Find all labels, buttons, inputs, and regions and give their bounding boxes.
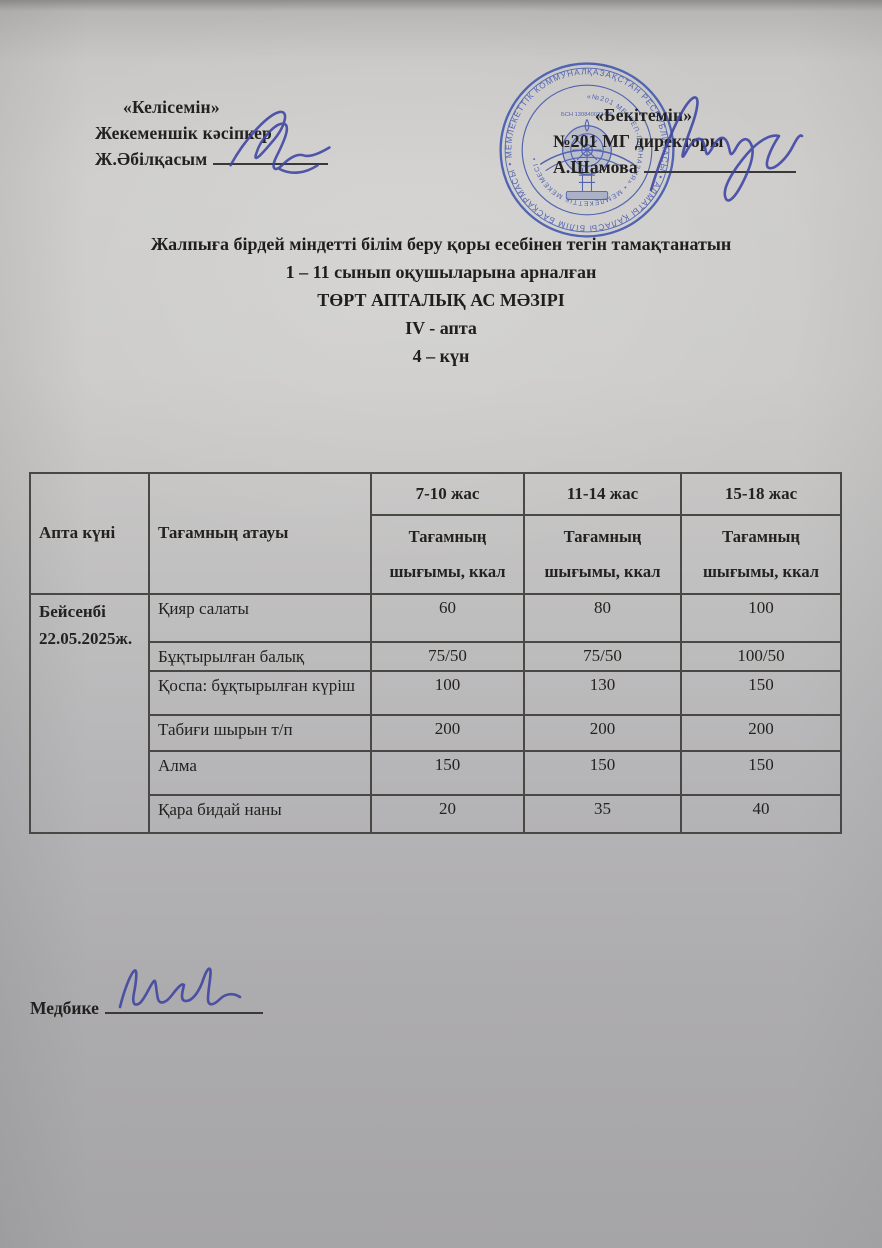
table-row: Табиғи шырын т/п 200 200 200 [30,713,842,752]
header-row-age: Апта күні Тағамның атауы 7-10 жас 11-14 … [29,472,842,595]
agree-name-line: Ж.Әбілқасым [95,146,395,172]
kcal-value: 40 [680,793,842,834]
title-line-3: ТӨРТ АПТАЛЫҚ АС МӘЗІРІ [317,290,565,310]
kcal-value: 150 [370,749,525,796]
table-row: Қара бидай наны 20 35 40 [30,793,842,834]
header-age-15-18: 15-18 жас [680,472,842,516]
header-sub-2: Тағамның шығымы, ккал [523,514,682,595]
kcal-value: 200 [523,713,682,752]
header-dish-col: Тағамның атауы [148,472,372,595]
approve-signing-block: «Бекітемін» №201 МГ директоры А.Шамова [553,96,873,202]
kcal-value: 150 [680,669,842,716]
kcal-value: 150 [523,749,682,796]
agree-name: Ж.Әбілқасым [95,149,208,169]
title-line-2: 1 – 11 сынып оқушыларына арналған [285,262,597,282]
nurse-label: Медбике [30,998,99,1018]
kcal-value: 60 [370,592,525,643]
kcal-value: 75/50 [523,640,682,672]
dish-name: Алма [148,749,372,796]
header-sub-1: Тағамның шығымы, ккал [370,514,525,595]
nurse-signature-line [104,997,263,1014]
table-row: Бұқтырылған балық 75/50 75/50 100/50 [30,640,842,672]
kcal-value: 100 [370,669,525,716]
kcal-value: 130 [523,669,682,716]
table-row: Қоспа: бұқтырылған күріш 100 130 150 [30,669,842,716]
header-age-7-10: 7-10 жас [370,472,525,516]
dish-name: Қияр салаты [148,592,372,643]
approve-signature-line [643,156,796,173]
nurse-signature-block: Медбике [30,967,450,1019]
day-cell: Бейсенбі 22.05.2025ж. [29,592,150,834]
table-row: Алма 150 150 150 [30,749,842,796]
kcal-value: 100/50 [680,640,842,672]
agree-signing-block: «Келісемін» Жекеменшік кәсіпкер Ж.Әбілқа… [95,94,395,174]
title-line-1: Жалпыға бірдей міндетті білім беру қоры … [150,234,732,254]
title-line-4: IV - апта [405,318,477,338]
approve-role: №201 МГ директоры [553,131,724,151]
kcal-value: 100 [680,592,842,643]
day-date: 22.05.2025ж. [39,628,133,648]
approve-name-line: А.Шамова [553,154,873,180]
kcal-value: 200 [680,713,842,752]
dish-name: Табиғи шырын т/п [148,713,372,752]
header-day-col: Апта күні [29,472,150,595]
stamp-bin-text: БСН 130840023495 [561,112,613,118]
coat-of-arms-emblem [539,119,635,200]
kcal-value: 75/50 [370,640,525,672]
kcal-value: 35 [523,793,682,834]
agree-signature-line [213,148,329,165]
dish-name: Бұқтырылған балық [148,640,372,672]
official-round-stamp: ҚАЗАҚСТАН РЕСПУБЛИКАСЫ • АЛМАТЫ ҚАЛАСЫ Б… [497,60,675,238]
dish-name: Қара бидай наны [148,793,372,834]
approve-quote: «Бекітемін» [595,105,693,125]
table-row: Бейсенбі 22.05.2025ж. Қияр салаты 60 80 … [29,592,842,834]
agree-quote: «Келісемін» [123,97,220,117]
menu-table: Апта күні Тағамның атауы 7-10 жас 11-14 … [29,472,842,834]
dish-name: Қоспа: бұқтырылған күріш [148,669,372,716]
title-line-5: 4 – күн [412,346,470,366]
header-age-11-14: 11-14 жас [523,472,682,516]
kcal-value: 20 [370,793,525,834]
kcal-value: 150 [680,749,842,796]
kcal-value: 80 [523,592,682,643]
day-weekday: Бейсенбі [39,601,106,621]
approve-name: А.Шамова [553,157,638,177]
kcal-value: 200 [370,713,525,752]
document-title: Жалпыға бірдей міндетті білім беру қоры … [0,230,882,370]
agree-role: Жекеменшік кәсіпкер [95,123,272,143]
header-sub-3: Тағамның шығымы, ккал [680,514,842,595]
header-row-sub: Тағамның шығымы, ккал Тағамның шығымы, к… [30,514,842,595]
